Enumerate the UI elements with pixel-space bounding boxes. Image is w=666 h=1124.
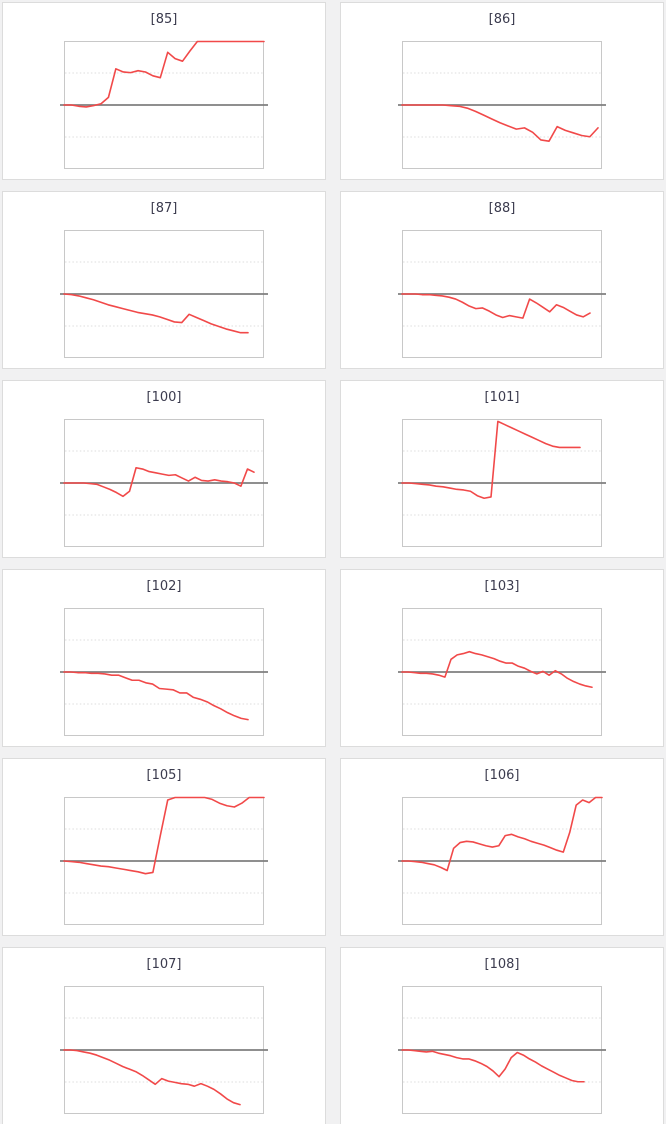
chart-card: [106] bbox=[340, 758, 664, 936]
chart-card: [85] bbox=[2, 2, 326, 180]
chart-card: [100] bbox=[2, 380, 326, 558]
plot-area bbox=[398, 419, 606, 547]
chart-card: [105] bbox=[2, 758, 326, 936]
chart-title: [103] bbox=[484, 579, 520, 594]
chart-canvas bbox=[60, 419, 268, 547]
chart-card: [103] bbox=[340, 569, 664, 747]
chart-canvas bbox=[398, 986, 606, 1114]
chart-card: [86] bbox=[340, 2, 664, 180]
chart-card: [108] bbox=[340, 947, 664, 1124]
plot-area bbox=[60, 796, 268, 925]
plot-area bbox=[60, 419, 268, 547]
chart-canvas bbox=[60, 608, 268, 736]
data-line bbox=[401, 293, 591, 319]
chart-canvas bbox=[398, 796, 606, 925]
chart-card: [87] bbox=[2, 191, 326, 369]
chart-canvas bbox=[398, 230, 606, 358]
chart-title: [87] bbox=[150, 201, 178, 216]
chart-title: [107] bbox=[146, 957, 182, 972]
data-line bbox=[401, 1049, 585, 1083]
chart-title: [100] bbox=[146, 390, 182, 405]
plot-area bbox=[60, 230, 268, 358]
data-line bbox=[63, 796, 265, 875]
chart-title: [85] bbox=[150, 12, 178, 27]
data-line bbox=[63, 40, 265, 108]
chart-canvas bbox=[60, 40, 268, 169]
plot-area bbox=[398, 41, 606, 169]
data-line bbox=[401, 650, 593, 689]
chart-canvas bbox=[60, 230, 268, 358]
chart-card: [101] bbox=[340, 380, 664, 558]
chart-canvas bbox=[398, 608, 606, 736]
data-line bbox=[63, 1049, 241, 1106]
chart-card: [88] bbox=[340, 191, 664, 369]
plot-area bbox=[398, 230, 606, 358]
chart-canvas bbox=[60, 796, 268, 925]
data-line bbox=[63, 466, 255, 498]
data-line bbox=[63, 293, 249, 334]
chart-title: [86] bbox=[488, 12, 516, 27]
plot-area bbox=[60, 986, 268, 1114]
data-line bbox=[401, 420, 581, 500]
chart-title: [105] bbox=[146, 768, 182, 783]
plot-area bbox=[398, 608, 606, 736]
chart-canvas bbox=[60, 986, 268, 1114]
chart-title: [101] bbox=[484, 390, 520, 405]
chart-card: [107] bbox=[2, 947, 326, 1124]
plot-area bbox=[398, 986, 606, 1114]
plot-area bbox=[60, 608, 268, 736]
data-line bbox=[401, 104, 599, 142]
chart-title: [88] bbox=[488, 201, 516, 216]
chart-card: [102] bbox=[2, 569, 326, 747]
data-line bbox=[401, 796, 603, 872]
chart-title: [106] bbox=[484, 768, 520, 783]
chart-canvas bbox=[398, 41, 606, 169]
chart-canvas bbox=[398, 419, 606, 547]
chart-title: [108] bbox=[484, 957, 520, 972]
chart-title: [102] bbox=[146, 579, 182, 594]
plot-area bbox=[60, 40, 268, 169]
plot-area bbox=[398, 796, 606, 925]
data-line bbox=[63, 671, 249, 721]
